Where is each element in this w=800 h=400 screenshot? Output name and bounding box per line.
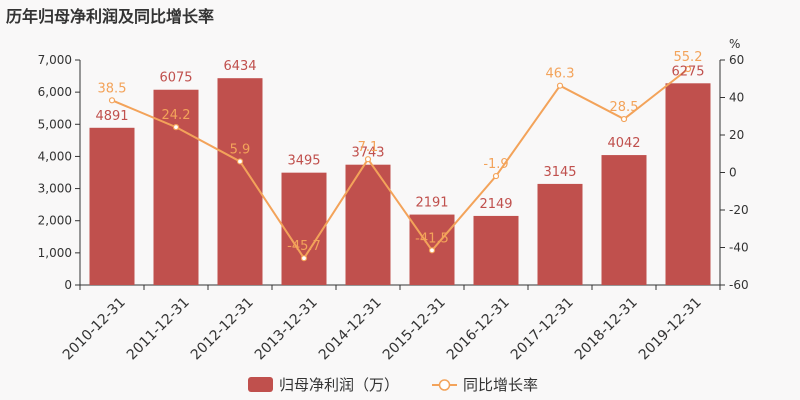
x-tick-label: 2015-12-31 xyxy=(380,294,449,363)
line-value-label: -41.5 xyxy=(415,231,449,246)
bar xyxy=(345,164,391,285)
line-value-label: 5.9 xyxy=(230,142,251,157)
data-labels: 4891 6075 6434 3495 3743 2191 2149 3145 4042 6275… xyxy=(95,50,704,254)
y-right-tick-label: 40 xyxy=(729,91,744,105)
line-point xyxy=(492,172,500,180)
y-right-unit: % xyxy=(729,37,740,51)
y-right-tick-label: -60 xyxy=(729,278,749,292)
bar xyxy=(89,127,135,286)
y-right-tick-label: 0 xyxy=(729,166,737,180)
y-right-tick-label: 20 xyxy=(729,128,744,142)
bar-value-label: 2149 xyxy=(479,197,512,212)
y-left-tick-label: 3,000 xyxy=(38,182,72,196)
line-point xyxy=(172,124,180,131)
line-point xyxy=(428,247,436,254)
y-right-tick-label: 60 xyxy=(729,53,744,67)
bar-value-label: 6275 xyxy=(671,64,704,79)
x-tick-label: 2011-12-31 xyxy=(124,294,193,363)
x-tick-label: 2018-12-31 xyxy=(572,294,641,363)
line-value-label: 7.1 xyxy=(358,140,379,155)
line-point xyxy=(108,97,116,104)
y-left-tick-label: 7,000 xyxy=(38,53,72,67)
bar-value-label: 3145 xyxy=(543,165,576,180)
bar xyxy=(281,172,327,285)
y-left-tick-label: 4,000 xyxy=(38,149,72,163)
x-tick-label: 2019-12-31 xyxy=(636,294,705,363)
line-point xyxy=(300,255,308,262)
line-point xyxy=(236,158,244,165)
bar xyxy=(153,89,199,285)
line-value-label: 24.2 xyxy=(162,108,191,123)
line-point xyxy=(556,82,564,89)
line-value-label: -45.7 xyxy=(287,239,321,254)
bar-value-label: 6075 xyxy=(159,71,192,86)
x-tick-label: 2013-12-31 xyxy=(252,294,321,363)
y-left-tick-label: 1,000 xyxy=(38,246,72,260)
bar-series xyxy=(89,78,711,286)
y-left-tick-label: 5,000 xyxy=(38,117,72,131)
bar xyxy=(601,155,647,285)
line-value-label: 55.2 xyxy=(674,50,703,65)
growth-line xyxy=(111,68,689,261)
bar xyxy=(537,183,583,285)
legend[interactable]: 归母净利润（万） 同比增长率 xyxy=(248,376,538,394)
legend-bar-swatch xyxy=(248,377,273,392)
line-value-label: -1.9 xyxy=(483,157,508,172)
bar xyxy=(217,78,263,285)
bar xyxy=(665,83,711,285)
x-tick-label: 2014-12-31 xyxy=(316,294,385,363)
x-tick-label: 2016-12-31 xyxy=(444,294,513,363)
bar-value-label: 3495 xyxy=(287,154,320,169)
y-right-tick-label: -40 xyxy=(729,241,749,255)
bar-value-label: 2191 xyxy=(415,196,448,211)
y-left-tick-label: 6,000 xyxy=(38,85,72,99)
line-value-label: 46.3 xyxy=(546,67,575,82)
line-point xyxy=(684,65,692,73)
line-value-label: 38.5 xyxy=(98,81,127,96)
line-point xyxy=(620,115,628,123)
line-point xyxy=(364,156,372,163)
chart-title: 历年归母净利润及同比增长率 xyxy=(6,7,214,26)
y-right-tick-label: -20 xyxy=(729,203,749,217)
legend-bar-label: 归母净利润（万） xyxy=(279,376,399,394)
bar-value-label: 4891 xyxy=(95,109,128,124)
legend-line-label: 同比增长率 xyxy=(463,376,538,394)
line-value-label: 28.5 xyxy=(610,100,639,115)
bar-value-label: 3743 xyxy=(351,146,384,161)
line-series xyxy=(108,65,692,262)
y-left-tick-label: 2,000 xyxy=(38,214,72,228)
x-tick-label: 2012-12-31 xyxy=(188,294,257,363)
y-left-tick-label: 0 xyxy=(64,278,72,292)
bar-value-label: 4042 xyxy=(607,136,640,151)
x-tick-label: 2010-12-31 xyxy=(60,294,129,363)
bar xyxy=(473,215,519,285)
bar-value-label: 6434 xyxy=(223,59,256,74)
legend-line-marker xyxy=(438,379,451,391)
x-tick-label: 2017-12-31 xyxy=(508,294,577,363)
